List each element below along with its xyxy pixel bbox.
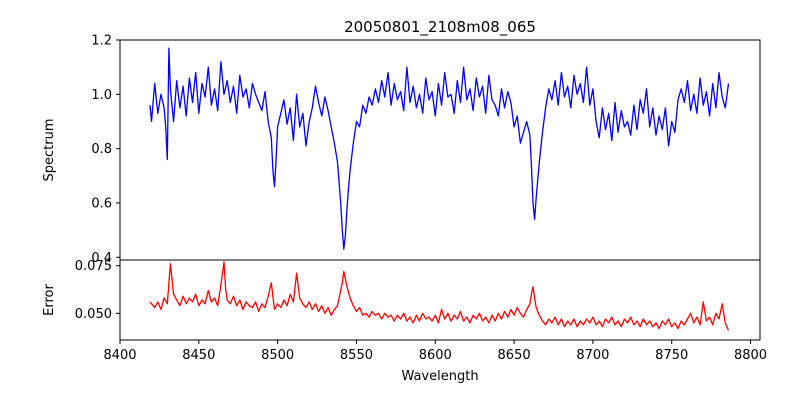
error-panel: 0.050 0.075 Error	[42, 259, 761, 341]
spectrum-y-tick-label: 0.6	[91, 196, 112, 211]
x-tick-label: 8700	[576, 348, 609, 363]
x-tick-label: 8400	[103, 348, 136, 363]
x-tick-label: 8450	[182, 348, 215, 363]
x-tick-label: 8550	[340, 348, 373, 363]
x-tick-label: 8650	[498, 348, 531, 363]
spectrum-y-tick-label: 1.0	[91, 88, 112, 103]
x-tick-label: 8600	[419, 348, 452, 363]
error-y-tick-label: 0.075	[75, 259, 112, 274]
error-y-tick-label: 0.050	[75, 307, 112, 322]
chart-title: 20050801_2108m08_065	[344, 18, 536, 37]
spectrum-plot-frame	[119, 39, 761, 261]
error-y-axis: 0.050 0.075	[75, 259, 120, 322]
spectrum-y-tick-label: 0.4	[91, 251, 112, 266]
spectrum-y-axis-label: Spectrum	[42, 119, 57, 182]
spectrum-y-tick-label: 1.2	[91, 34, 112, 49]
error-plot-frame	[119, 259, 761, 341]
spectrum-y-tick-label: 0.8	[91, 142, 112, 157]
spectrum-y-axis: 0.4 0.6 0.8 1.0 1.2	[91, 34, 120, 266]
error-y-axis-label: Error	[42, 284, 57, 316]
x-axis-label: Wavelength	[401, 369, 478, 384]
spectrum-series-line	[149, 47, 730, 250]
error-series-line	[149, 261, 730, 331]
spectrum-panel: 0.4 0.6 0.8 1.0 1.2 Spectrum	[42, 34, 761, 266]
x-axis: 8400 8450 8500 8550 8600 8650 8700 8750 8800	[103, 340, 767, 363]
x-tick-label: 8500	[261, 348, 294, 363]
x-tick-label: 8750	[655, 348, 688, 363]
x-tick-label: 8800	[734, 348, 767, 363]
